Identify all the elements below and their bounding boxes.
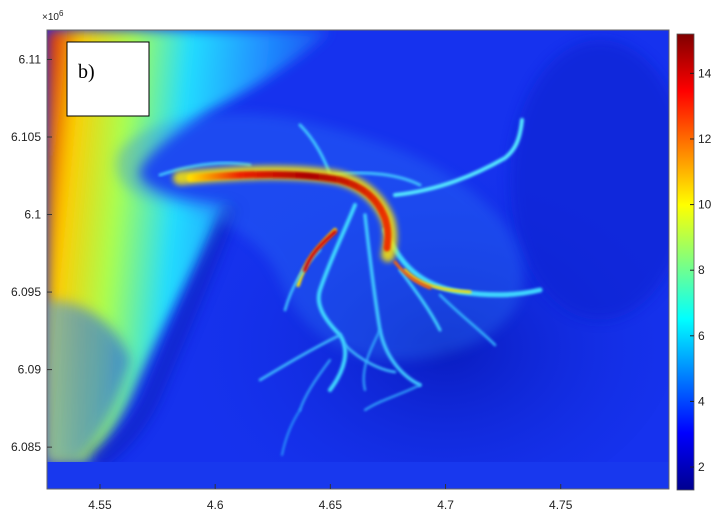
x-tick-label: 4.7	[437, 498, 454, 512]
colorbar	[676, 33, 695, 491]
channel-branch-west-outer	[283, 248, 322, 312]
x-tick-label: 4.65	[319, 498, 343, 512]
x-tick-label: 4.6	[207, 498, 224, 512]
colorbar-tick-label: 2	[698, 460, 705, 474]
heatmap-deep-basin-east	[510, 40, 669, 320]
x-tick-label: 4.75	[549, 498, 573, 512]
y-tick-label: 6.09	[18, 363, 42, 377]
channel-branch-fan-2	[343, 343, 397, 374]
y-axis: 6.11 6.105 6.1 6.095 6.09 6.085	[11, 52, 52, 454]
channel-main-core	[186, 171, 392, 252]
colorbar-tick-label: 4	[698, 394, 705, 408]
x-axis: 4.55 4.6 4.65 4.7 4.75	[88, 484, 573, 512]
channel-branch-southwest	[316, 203, 357, 392]
colorbar-tick-label: 10	[698, 198, 712, 212]
channel-branch-east-core	[403, 268, 472, 294]
y-tick-label: 6.11	[19, 52, 42, 66]
channel-branch-upper-west	[158, 161, 252, 177]
heatmap-bottom-strip	[47, 462, 669, 489]
y-axis-multiplier: ×106	[42, 9, 64, 24]
y-tick-label: 6.1	[24, 208, 41, 222]
panel-label: b)	[78, 61, 95, 83]
heatmap-shelf-break	[90, 201, 239, 470]
colorbar-tick-label: 14	[698, 66, 712, 80]
y-tick-label: 6.095	[11, 285, 41, 299]
heatmap-plot-area	[47, 30, 669, 489]
colorbar-ticks: 14 12 10 8 6 4 2	[690, 66, 712, 474]
channel-branch-fan-4	[362, 329, 381, 391]
channel-branch-southeast-2	[438, 293, 497, 347]
channel-main-west-core	[303, 230, 337, 272]
colorbar-tick-label: 8	[698, 263, 705, 277]
channel-main-east-core	[393, 260, 432, 290]
y-tick-label: 6.085	[11, 440, 41, 454]
channel-network	[158, 118, 543, 456]
channel-branch-fan-5	[364, 384, 421, 411]
channel-branch-fan-3	[299, 359, 331, 411]
heatmap-coastal-lower	[47, 300, 130, 462]
plot-frame	[46, 29, 670, 490]
channel-branch-fan-1	[258, 333, 342, 382]
colorbar-tick-label: 12	[698, 132, 712, 146]
panel-label-box	[66, 41, 150, 117]
y-tick-label: 6.105	[11, 130, 41, 144]
x-tick-label: 4.55	[88, 498, 112, 512]
channel-branch-northeast	[393, 118, 524, 197]
colorbar-tick-label: 6	[698, 329, 705, 343]
channel-branch-southeast	[398, 268, 442, 332]
channel-branch-fan-6	[281, 409, 301, 456]
channel-main	[173, 165, 432, 290]
